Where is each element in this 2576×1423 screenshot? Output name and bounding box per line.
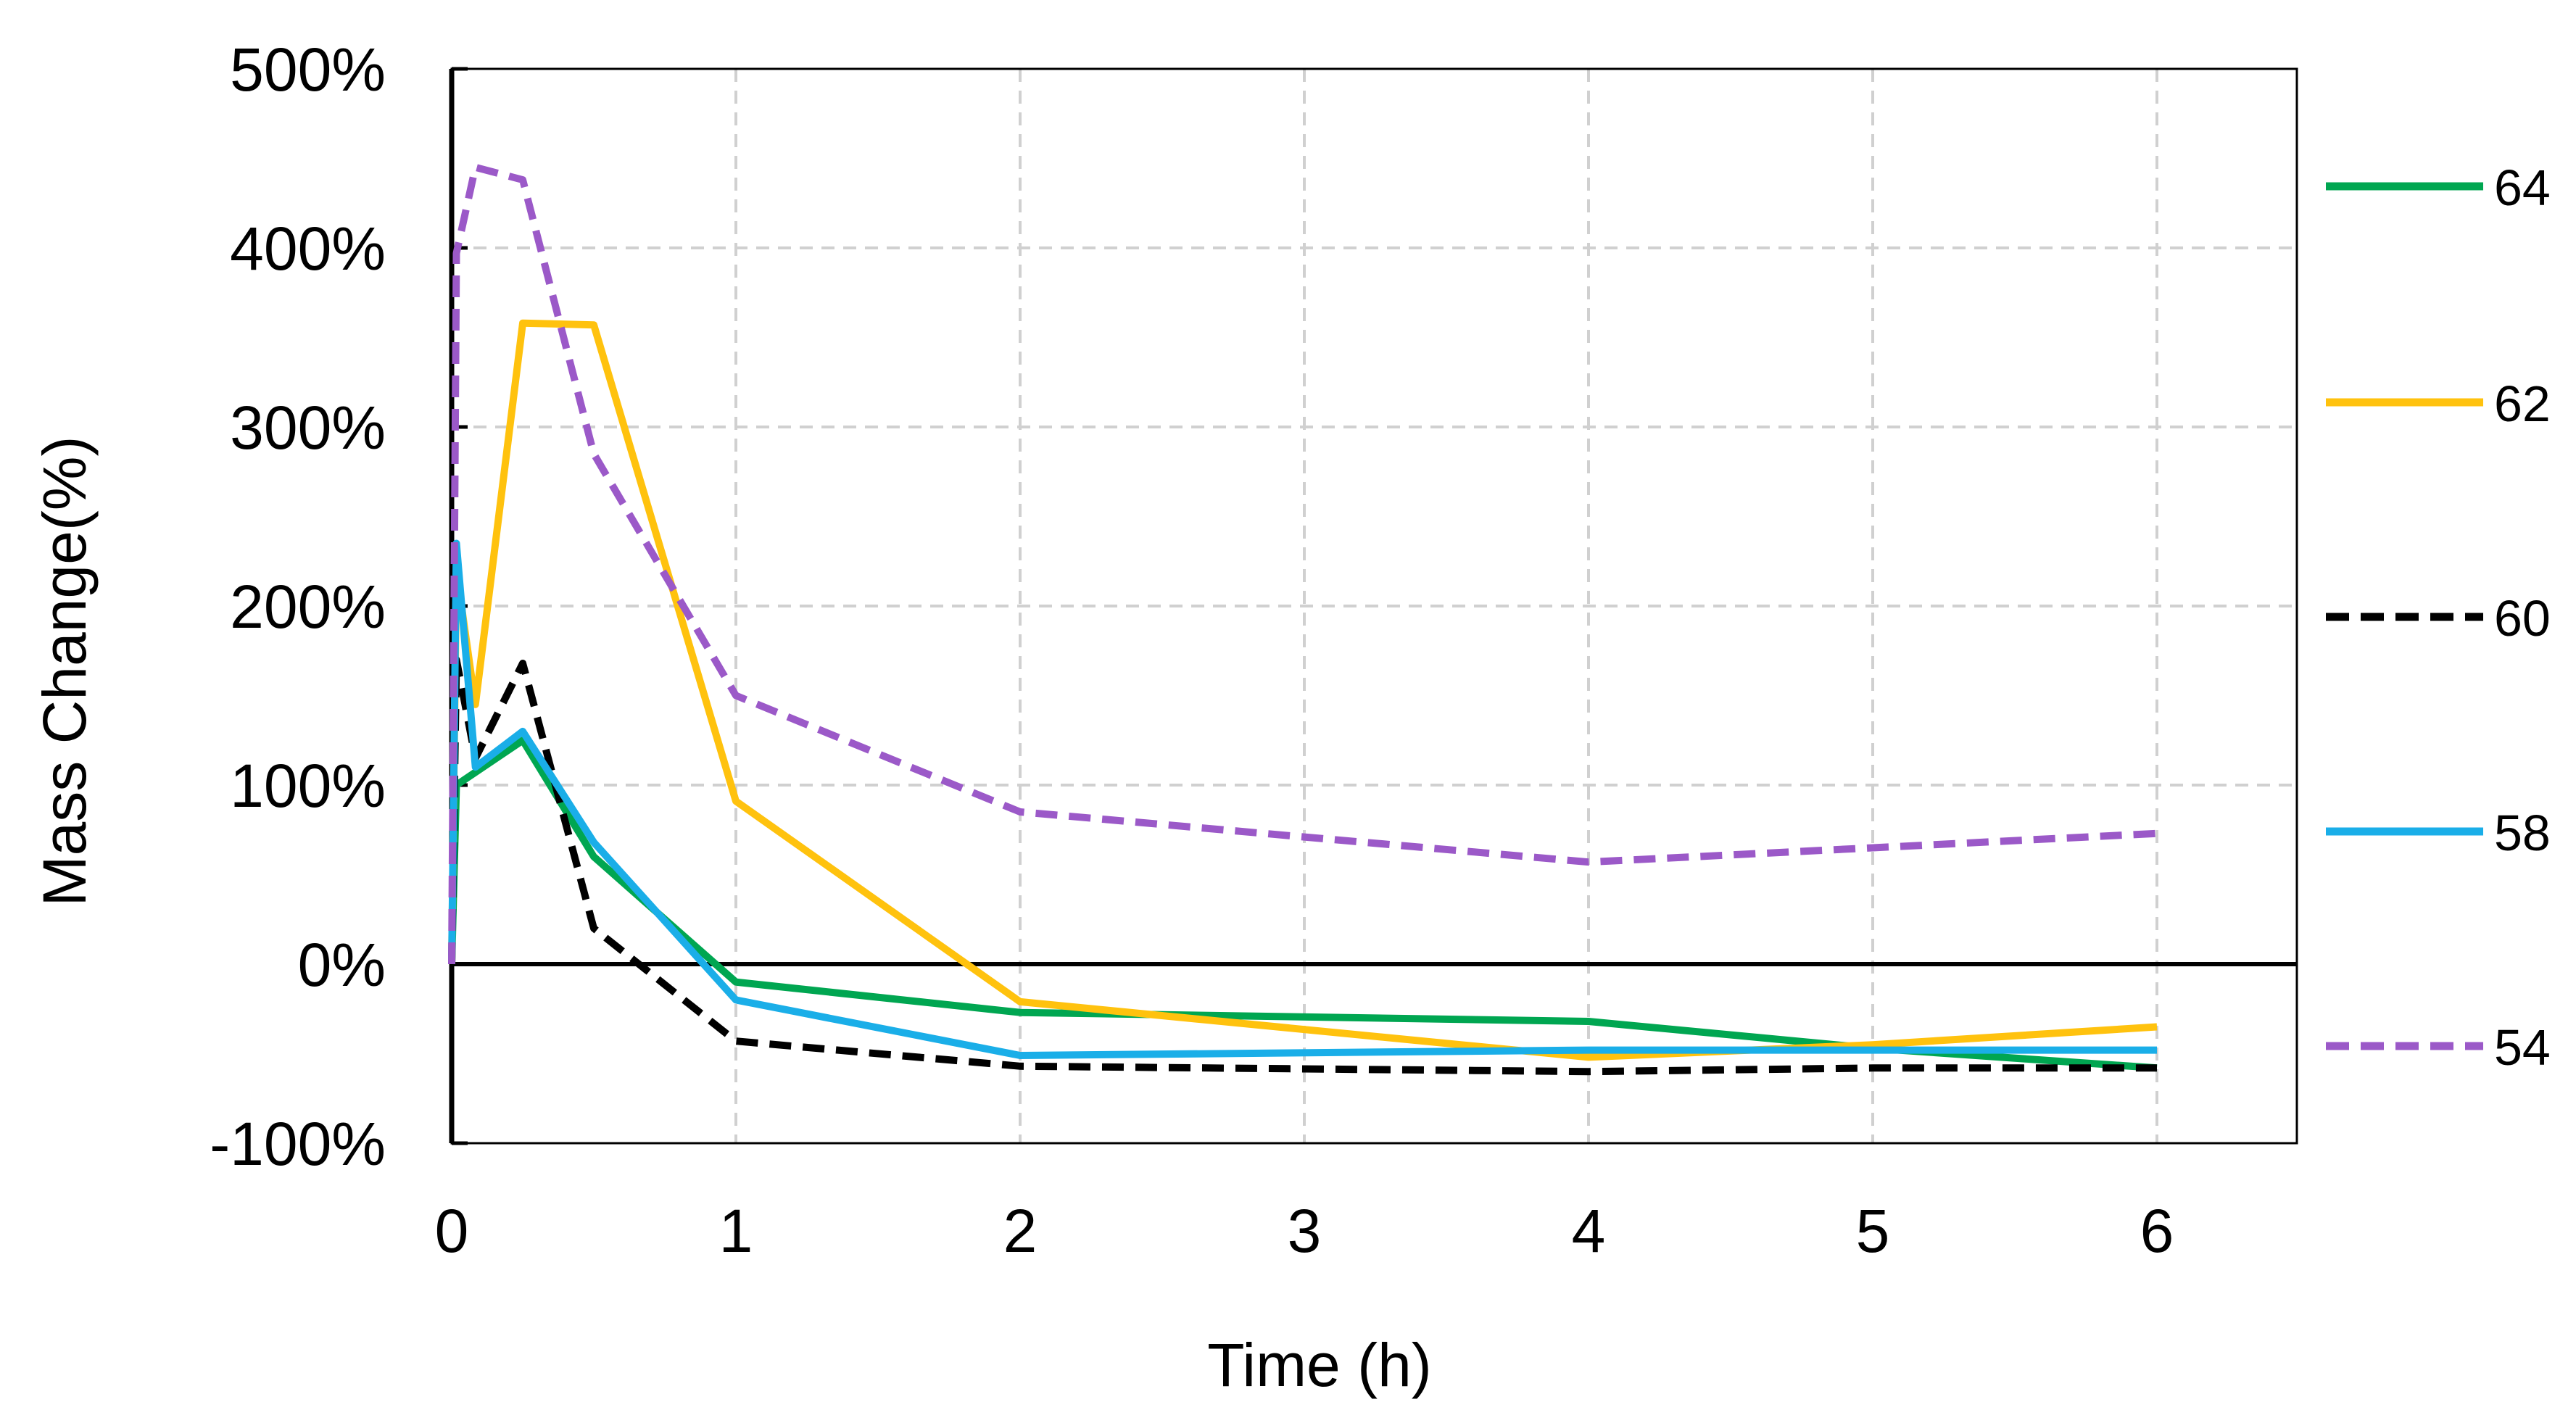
y-tick-label: 0% <box>298 931 386 999</box>
legend: 64 62 60 58 54 <box>2326 159 2551 1076</box>
legend-label-62: 62 <box>2494 376 2551 432</box>
series-line-60 <box>448 656 2157 1076</box>
x-tick-label: 4 <box>1572 1197 1606 1265</box>
y-tick-label: -100% <box>210 1110 386 1178</box>
x-tick-label: 2 <box>1003 1197 1038 1265</box>
legend-label-64: 64 <box>2494 159 2551 216</box>
legend-label-54: 54 <box>2494 1019 2551 1076</box>
y-tick-label: 200% <box>230 573 386 641</box>
y-tick-label: 100% <box>230 752 386 820</box>
series-line-64 <box>448 737 2158 1072</box>
tick-labels: -100% 0% 100% 200% 300% 400% 500% 0 1 2 3 4 5 6 <box>210 36 2174 1265</box>
x-axis-title: Time (h) <box>1207 1331 1432 1399</box>
y-tick-label: 400% <box>230 215 386 283</box>
x-tick-label: 0 <box>435 1197 469 1265</box>
series-line-54 <box>448 163 2158 965</box>
series-lines <box>448 163 2158 1076</box>
series-line-58 <box>448 539 2157 1059</box>
x-tick-label: 3 <box>1288 1197 1322 1265</box>
legend-label-60: 60 <box>2494 590 2551 647</box>
legend-label-58: 58 <box>2494 805 2551 861</box>
x-tick-label: 6 <box>2140 1197 2174 1265</box>
y-tick-label: 300% <box>230 394 386 462</box>
y-tick-label: 500% <box>230 36 386 104</box>
x-tick-label: 5 <box>1856 1197 1890 1265</box>
x-tick-label: 1 <box>719 1197 753 1265</box>
grid-lines <box>452 69 2297 1143</box>
y-axis-title: Mass Change(%) <box>30 436 99 907</box>
